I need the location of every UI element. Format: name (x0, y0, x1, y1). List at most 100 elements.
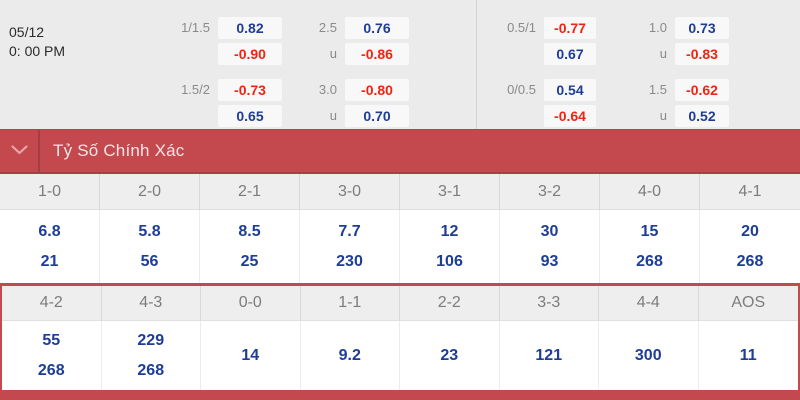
score-odds-cell: 300 (599, 321, 699, 390)
score-header: 2-2 (400, 286, 500, 321)
match-info: 05/12 0: 00 PM (9, 23, 65, 61)
total-line-label: 1.5 (648, 82, 667, 97)
odds-value[interactable]: 12 (440, 222, 459, 240)
odds-button[interactable]: 0.65 (218, 105, 282, 127)
odds-button[interactable]: 0.54 (544, 79, 596, 101)
score-column-aos: AOS 11 (698, 286, 798, 390)
odds-button[interactable]: -0.83 (675, 43, 729, 65)
odds-button[interactable]: -0.86 (345, 43, 409, 65)
correct-score-table-row2: 4-2 55 268 4-3 229 268 0-0 14 1-1 9.2 2-… (0, 286, 800, 390)
overunder-odds-2: 1.0 u 0.73 -0.83 (623, 17, 729, 65)
score-odds-cell: 12 106 (400, 210, 500, 283)
odds-value[interactable]: 30 (540, 222, 559, 240)
handicap-line-sub (466, 43, 536, 65)
score-column-1-0: 1-0 6.8 21 (0, 174, 100, 283)
score-header: 3-0 (300, 174, 400, 210)
odds-button[interactable]: -0.90 (218, 43, 282, 65)
odds-button[interactable]: 0.76 (345, 17, 409, 39)
score-column-3-3: 3-3 121 (499, 286, 599, 390)
odds-value[interactable]: 21 (40, 252, 59, 270)
odds-value[interactable]: 93 (540, 252, 559, 270)
score-header: 2-0 (100, 174, 200, 210)
score-column-3-2: 3-2 30 93 (500, 174, 600, 283)
score-header: 1-1 (300, 286, 400, 321)
score-odds-cell: 20 268 (700, 210, 800, 283)
score-odds-cell: 9.2 (300, 321, 400, 390)
odds-value[interactable]: 121 (535, 346, 563, 364)
odds-value[interactable]: 268 (636, 252, 663, 270)
correct-score-section-header[interactable]: Tỷ Số Chính Xác (0, 129, 800, 174)
odds-value[interactable]: 300 (634, 346, 662, 364)
score-column-3-1: 3-1 12 106 (400, 174, 500, 283)
score-column-0-0: 0-0 14 (201, 286, 301, 390)
odds-button[interactable]: -0.80 (345, 79, 409, 101)
score-header: 4-4 (599, 286, 699, 321)
chevron-down-icon[interactable] (10, 142, 28, 160)
odds-button[interactable]: 0.52 (675, 105, 729, 127)
odds-value[interactable]: 106 (436, 252, 463, 270)
odds-value[interactable]: 268 (137, 361, 165, 379)
odds-value[interactable]: 55 (42, 331, 61, 349)
score-column-2-1: 2-1 8.5 25 (200, 174, 300, 283)
odds-value[interactable]: 8.5 (238, 222, 261, 240)
odds-value[interactable]: 9.2 (338, 346, 361, 364)
score-column-4-2: 4-2 55 268 (2, 286, 102, 390)
score-header: 4-2 (2, 286, 102, 321)
under-label: u (329, 108, 337, 123)
odds-value[interactable]: 5.8 (138, 222, 161, 240)
odds-button[interactable]: -0.64 (544, 105, 596, 127)
table-divider (0, 283, 800, 286)
total-line-label: 3.0 (318, 82, 337, 97)
odds-value[interactable]: 56 (140, 252, 159, 270)
odds-button[interactable]: 0.67 (544, 43, 596, 65)
score-header: 3-3 (499, 286, 599, 321)
odds-value[interactable]: 7.7 (338, 222, 361, 240)
handicap-odds-4: 0/0.5 0.54 -0.64 (466, 79, 596, 127)
score-column-4-0: 4-0 15 268 (600, 174, 700, 283)
match-date: 05/12 (9, 24, 45, 40)
score-header: 3-2 (500, 174, 600, 210)
under-label: u (659, 46, 667, 61)
handicap-line-sub (130, 105, 210, 127)
score-column-3-0: 3-0 7.7 230 (300, 174, 400, 283)
odds-button[interactable]: -0.62 (675, 79, 729, 101)
total-line-label: 2.5 (318, 20, 337, 35)
under-label: u (659, 108, 667, 123)
odds-button[interactable]: -0.77 (544, 17, 596, 39)
odds-value[interactable]: 230 (336, 252, 363, 270)
handicap-line-sub (130, 43, 210, 65)
handicap-line-label: 1.5/2 (181, 82, 210, 97)
odds-value[interactable]: 6.8 (38, 222, 61, 240)
odds-value[interactable]: 268 (736, 252, 764, 270)
vertical-divider (476, 0, 477, 129)
odds-value[interactable]: 15 (640, 222, 659, 240)
odds-button[interactable]: 0.82 (218, 17, 282, 39)
odds-value[interactable]: 11 (739, 346, 757, 364)
odds-value[interactable]: 20 (741, 222, 759, 240)
collapse-toggle[interactable] (0, 130, 40, 172)
odds-value[interactable]: 14 (241, 346, 260, 364)
total-line-label: 1.0 (648, 20, 667, 35)
score-column-4-4: 4-4 300 (599, 286, 699, 390)
handicap-line-label: 1/1.5 (181, 20, 210, 35)
overunder-odds-4: 1.5 u -0.62 0.52 (623, 79, 729, 127)
handicap-line-sub (466, 105, 536, 127)
handicap-odds-3: 1.5/2 -0.73 0.65 (130, 79, 282, 127)
odds-value[interactable]: 268 (37, 361, 65, 379)
overunder-odds-3: 3.0 u -0.80 0.70 (293, 79, 409, 127)
score-odds-cell: 6.8 21 (0, 210, 100, 283)
score-odds-cell: 7.7 230 (300, 210, 400, 283)
score-header: 4-0 (600, 174, 700, 210)
odds-value[interactable]: 23 (440, 346, 459, 364)
odds-button[interactable]: 0.70 (345, 105, 409, 127)
odds-button[interactable]: -0.73 (218, 79, 282, 101)
score-odds-cell: 15 268 (600, 210, 700, 283)
score-odds-cell: 23 (400, 321, 500, 390)
score-header: 4-1 (700, 174, 800, 210)
odds-value[interactable]: 229 (137, 331, 165, 349)
odds-value[interactable]: 25 (240, 252, 259, 270)
odds-button[interactable]: 0.73 (675, 17, 729, 39)
score-column-1-1: 1-1 9.2 (300, 286, 400, 390)
correct-score-table-row1: 1-0 6.8 21 2-0 5.8 56 2-1 8.5 25 3-0 7.7… (0, 174, 800, 283)
under-label: u (329, 46, 337, 61)
